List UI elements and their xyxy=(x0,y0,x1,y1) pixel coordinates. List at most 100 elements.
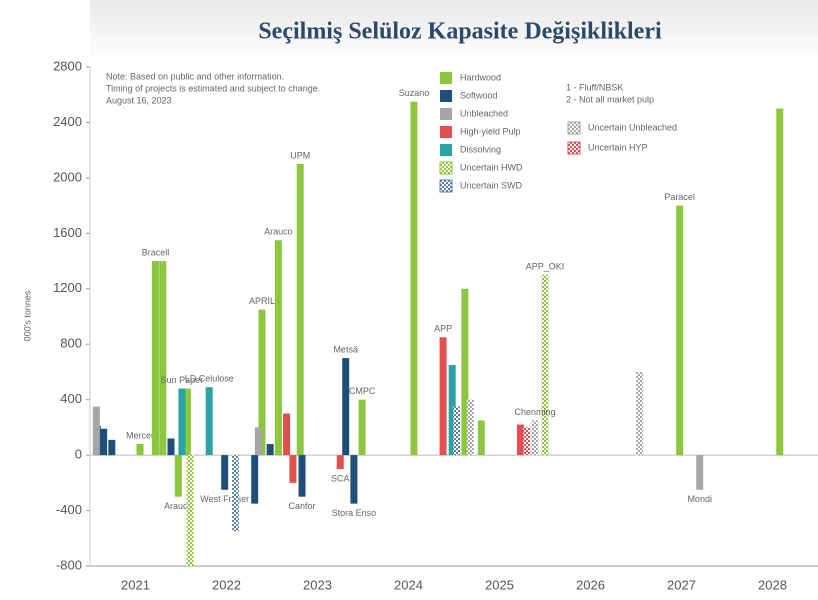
bar xyxy=(274,240,282,456)
legend-swatch xyxy=(439,161,453,175)
header-band xyxy=(90,0,818,62)
bar xyxy=(696,455,704,490)
bar xyxy=(296,164,304,456)
bar xyxy=(186,455,194,566)
bar-label: Arauco xyxy=(264,227,293,237)
bar xyxy=(358,399,366,456)
y-tick-label: 2000 xyxy=(53,169,82,184)
bar xyxy=(221,455,229,490)
bar-label: Canfor xyxy=(289,501,316,511)
bar xyxy=(342,358,350,456)
bar-label: Paracel xyxy=(664,192,695,202)
legend-label: Dissolving xyxy=(460,144,501,154)
y-tick-label: 400 xyxy=(60,391,82,406)
legend-label: Hardwood xyxy=(460,72,501,82)
bar xyxy=(541,274,549,456)
bar-label: APP_OKI xyxy=(526,261,565,271)
legend-swatch xyxy=(439,179,453,193)
bar xyxy=(108,439,116,456)
bar-label: APRIL xyxy=(249,296,275,306)
y-tick-label: 0 xyxy=(75,447,82,462)
bar xyxy=(100,428,108,456)
bar-label: Arauco xyxy=(164,501,193,511)
legend-label: Unbleached xyxy=(460,108,508,118)
bar-label: Stora Enso xyxy=(332,508,377,518)
bar-label: Mercer xyxy=(126,430,154,440)
legend-label: Uncertain HWD xyxy=(460,162,523,172)
bar xyxy=(516,424,524,456)
bar xyxy=(251,455,259,504)
legend-swatch xyxy=(440,126,452,138)
bar-label: Chenming xyxy=(514,407,555,417)
bar xyxy=(205,387,213,456)
legend-swatch xyxy=(567,121,581,135)
legend-label: Softwood xyxy=(460,90,498,100)
bar-label: Bracell xyxy=(142,247,170,257)
bar xyxy=(439,337,447,456)
legend-swatch xyxy=(440,72,452,84)
y-tick-label: 800 xyxy=(60,336,82,351)
bar-label: SCA xyxy=(331,473,350,483)
bar xyxy=(232,455,240,532)
footnote: 2 - Not all market pulp xyxy=(566,94,654,104)
bar xyxy=(776,108,784,456)
bar xyxy=(636,371,644,456)
x-tick-label: 2021 xyxy=(121,577,150,592)
legend-swatch xyxy=(440,144,452,156)
x-tick-label: 2023 xyxy=(303,577,332,592)
bar xyxy=(477,420,485,456)
x-tick-label: 2025 xyxy=(485,577,514,592)
x-tick-label: 2028 xyxy=(758,577,787,592)
bar-label: APP xyxy=(434,324,452,334)
y-tick-label: 2400 xyxy=(53,114,82,129)
note: August 16, 2023 xyxy=(106,95,172,105)
bar-label: Sun Paper xyxy=(161,375,204,385)
footnote: 1 - Fluff/NBSK xyxy=(566,82,623,92)
legend-label: Uncertain Unbleached xyxy=(588,122,677,132)
legend-swatch xyxy=(440,108,452,120)
bar xyxy=(174,455,182,497)
bar xyxy=(266,444,274,456)
bar-label: Suzano xyxy=(399,88,430,98)
x-tick-label: 2024 xyxy=(394,577,423,592)
bar-label: Metsä xyxy=(333,344,358,354)
bar xyxy=(453,406,461,456)
x-tick-label: 2022 xyxy=(212,577,241,592)
bar xyxy=(136,444,144,456)
note: Timing of projects is estimated and subj… xyxy=(106,83,320,93)
bar-label: UPM xyxy=(290,150,310,160)
bar xyxy=(461,288,469,456)
legend-swatch xyxy=(567,141,581,155)
y-tick-label: 1200 xyxy=(53,280,82,295)
bar xyxy=(531,420,539,456)
legend-swatch xyxy=(440,90,452,102)
legend-label: Uncertain HYP xyxy=(588,142,648,152)
x-tick-label: 2027 xyxy=(667,577,696,592)
bar xyxy=(448,365,456,456)
x-tick-label: 2026 xyxy=(576,577,605,592)
bar xyxy=(92,406,100,456)
bar xyxy=(523,427,531,456)
bar-label: LD Celulose xyxy=(185,374,234,384)
bar-label: Mondi xyxy=(687,494,712,504)
bar xyxy=(283,413,291,456)
bar xyxy=(336,455,344,469)
legend-label: High-yield Pulp xyxy=(460,126,521,136)
bar xyxy=(289,455,297,483)
bar xyxy=(159,261,167,456)
chart-title: Seçilmiş Selüloz Kapasite Değişiklikleri xyxy=(258,19,662,45)
bar xyxy=(298,455,306,497)
bar xyxy=(183,388,191,456)
bar-label: West Fraser xyxy=(200,494,249,504)
y-tick-label: 2800 xyxy=(53,58,82,73)
note: Note: Based on public and other informat… xyxy=(106,71,284,81)
bar xyxy=(258,309,266,456)
y-tick-label: -800 xyxy=(56,557,82,572)
bar-label: CMPC xyxy=(349,386,376,396)
legend-label: Uncertain SWD xyxy=(460,180,523,190)
bar xyxy=(152,261,160,456)
bar xyxy=(676,205,684,456)
y-tick-label: -400 xyxy=(56,502,82,517)
bar xyxy=(254,427,262,456)
